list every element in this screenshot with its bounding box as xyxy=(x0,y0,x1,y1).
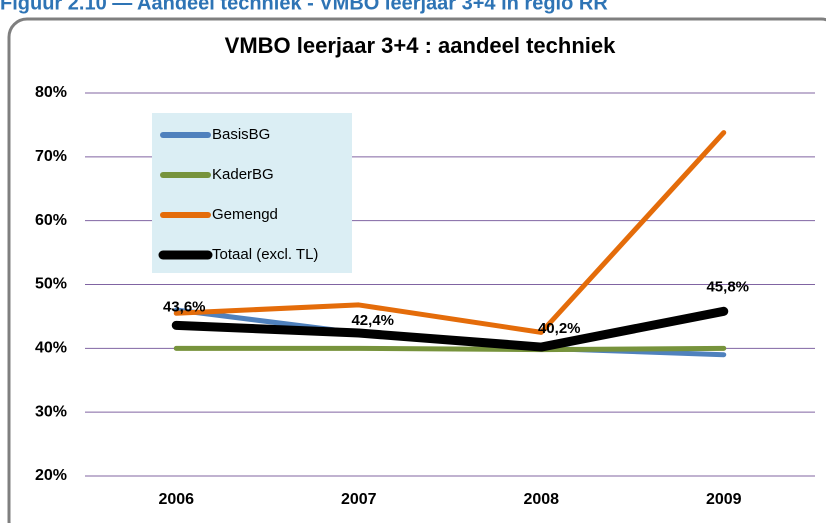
y-tick-label: 60% xyxy=(35,212,67,229)
data-label: 45,8% xyxy=(706,278,749,295)
legend-label: BasisBG xyxy=(212,126,270,143)
y-tick-label: 80% xyxy=(35,84,67,101)
y-tick-label: 50% xyxy=(35,276,67,293)
legend-label: Gemengd xyxy=(212,206,278,223)
data-label: 40,2% xyxy=(538,320,581,337)
legend-box xyxy=(152,113,352,273)
x-tick-label: 2007 xyxy=(341,491,377,508)
y-tick-label: 70% xyxy=(35,148,67,165)
y-tick-label: 40% xyxy=(35,340,67,357)
x-tick-label: 2008 xyxy=(523,491,559,508)
figure-header: Figuur 2.10 — Aandeel techniek - VMBO le… xyxy=(0,0,608,14)
x-tick-label: 2009 xyxy=(706,491,742,508)
data-label: 42,4% xyxy=(351,312,394,329)
legend-label: Totaal (excl. TL) xyxy=(212,246,318,263)
series-line xyxy=(173,345,727,353)
chart-title: VMBO leerjaar 3+4 : aandeel techniek xyxy=(225,33,616,58)
legend-label: KaderBG xyxy=(212,166,274,183)
data-label: 43,6% xyxy=(163,298,206,315)
y-tick-label: 30% xyxy=(35,403,67,420)
series-line xyxy=(173,130,727,335)
y-tick-label: 20% xyxy=(35,467,67,484)
legend: BasisBG KaderBG Gemengd Totaal (excl. TL) xyxy=(152,113,352,273)
chart-frame xyxy=(7,17,826,523)
series-line xyxy=(171,306,729,352)
x-tick-label: 2006 xyxy=(158,491,194,508)
